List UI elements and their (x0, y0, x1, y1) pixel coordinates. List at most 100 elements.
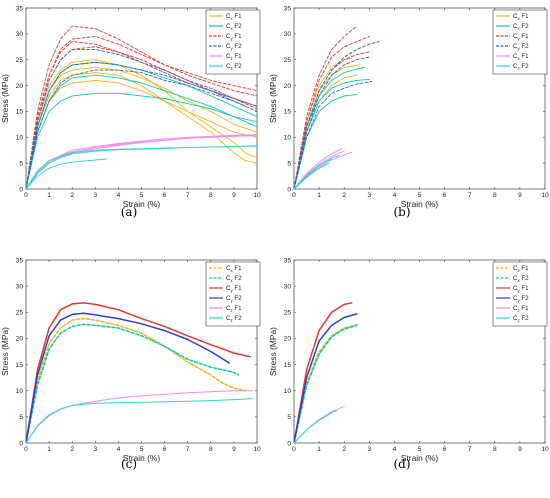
y-tick-label: 10 (16, 388, 24, 395)
y-tick-label: 30 (16, 31, 24, 38)
series-line (26, 302, 251, 443)
legend-subscript: x (517, 268, 520, 273)
panel-caption: (d) (393, 457, 410, 471)
legend-label: Cx F2 (226, 23, 242, 31)
series-line (26, 145, 257, 189)
legend-base: C (226, 285, 231, 292)
x-tick-label: 4 (117, 446, 121, 453)
series-line (26, 25, 257, 189)
legend-label: Cx F1 (226, 13, 242, 21)
x-tick-label: 0 (24, 192, 28, 199)
x-tick-label: 8 (493, 192, 497, 199)
series-line (294, 80, 373, 189)
x-tick-label: 4 (393, 446, 397, 453)
legend-base: C (513, 265, 518, 272)
panel-caption: (a) (121, 205, 138, 219)
series-line (26, 61, 257, 189)
panel-b: 0 1 2 3 4 5 6 7 8 9 10 0 5 10 15 20 25 30 35 Strain (%) Stre… (268, 5, 549, 219)
legend-base: C (226, 63, 231, 70)
legend-base: C (513, 305, 518, 312)
legend-label: Cy F1 (226, 285, 242, 293)
y-tick-label: 30 (284, 283, 292, 290)
y-tick-label: 5 (287, 160, 291, 167)
series-group (294, 25, 380, 189)
x-tick-label: 8 (493, 446, 497, 453)
legend-subscript: y (517, 288, 520, 293)
legend-subscript: z (517, 308, 519, 313)
legend-suffix: F1 (520, 285, 529, 292)
series-group (294, 302, 358, 443)
series-line (26, 69, 246, 189)
legend-suffix: F2 (233, 295, 242, 302)
x-tick-label: 0 (292, 446, 296, 453)
x-tick-label: 1 (317, 446, 321, 453)
x-tick-label: 3 (93, 446, 97, 453)
y-tick-label: 15 (16, 109, 24, 116)
legend-box (205, 261, 261, 327)
legend-suffix: F2 (233, 43, 242, 50)
x-tick-label: 0 (292, 192, 296, 199)
x-tick-label: 5 (140, 446, 144, 453)
legend-label: Cy F2 (226, 43, 242, 51)
series-line (294, 324, 358, 443)
x-tick-label: 7 (468, 446, 472, 453)
legend-suffix: F2 (520, 295, 529, 302)
x-tick-label: 5 (418, 192, 422, 199)
x-tick-label: 8 (209, 192, 213, 199)
legend-suffix: F1 (520, 53, 529, 60)
legend-label: Cy F2 (226, 295, 242, 303)
y-tick-label: 20 (284, 336, 292, 343)
legend-base: C (513, 315, 518, 322)
y-tick-label: 25 (16, 310, 24, 317)
x-tick-label: 9 (232, 192, 236, 199)
legend-label: Cy F2 (513, 295, 529, 303)
legend-subscript: y (517, 46, 520, 51)
series-line (26, 92, 257, 189)
series-line (294, 74, 358, 189)
x-tick-label: 10 (253, 446, 261, 453)
legend-subscript: y (230, 298, 233, 303)
legend-base: C (226, 43, 231, 50)
x-tick-label: 1 (47, 446, 51, 453)
legend-subscript: z (517, 66, 519, 71)
x-axis-label: Strain (%) (123, 199, 160, 209)
y-tick-label: 10 (284, 135, 292, 142)
legend-suffix: F2 (520, 23, 529, 30)
x-tick-label: 10 (253, 192, 261, 199)
legend-suffix: F1 (233, 305, 242, 312)
legend-subscript: y (230, 36, 233, 41)
legend-subscript: x (517, 16, 520, 21)
legend-label: Cx F1 (226, 265, 242, 273)
legend-base: C (513, 43, 518, 50)
x-tick-label: 1 (47, 192, 51, 199)
x-tick-label: 3 (367, 192, 371, 199)
series-line (26, 390, 253, 443)
legend-suffix: F2 (520, 315, 529, 322)
legend-base: C (226, 275, 231, 282)
series-line (26, 59, 257, 189)
x-tick-label: 9 (518, 192, 522, 199)
y-axis-label: Stress (MPa) (0, 74, 10, 123)
legend-label: Cz F2 (513, 315, 529, 323)
x-tick-label: 3 (93, 192, 97, 199)
series-line (294, 51, 370, 189)
series-line (26, 323, 240, 443)
x-tick-label: 1 (317, 192, 321, 199)
panel-a: 0 1 2 3 4 5 6 7 8 9 10 0 5 10 15 20 25 30 35 Strain (%) Stre… (0, 5, 261, 219)
x-tick-label: 2 (70, 446, 74, 453)
legend-suffix: F1 (233, 33, 242, 40)
series-line (26, 135, 257, 189)
y-axis-label: Stress (MPa) (268, 74, 278, 123)
x-tick-label: 4 (393, 192, 397, 199)
x-tick-label: 8 (209, 446, 213, 453)
legend-suffix: F1 (233, 265, 242, 272)
x-tick-label: 4 (117, 192, 121, 199)
legend-suffix: F1 (233, 285, 242, 292)
legend-base: C (226, 33, 231, 40)
legend-subscript: x (230, 278, 233, 283)
